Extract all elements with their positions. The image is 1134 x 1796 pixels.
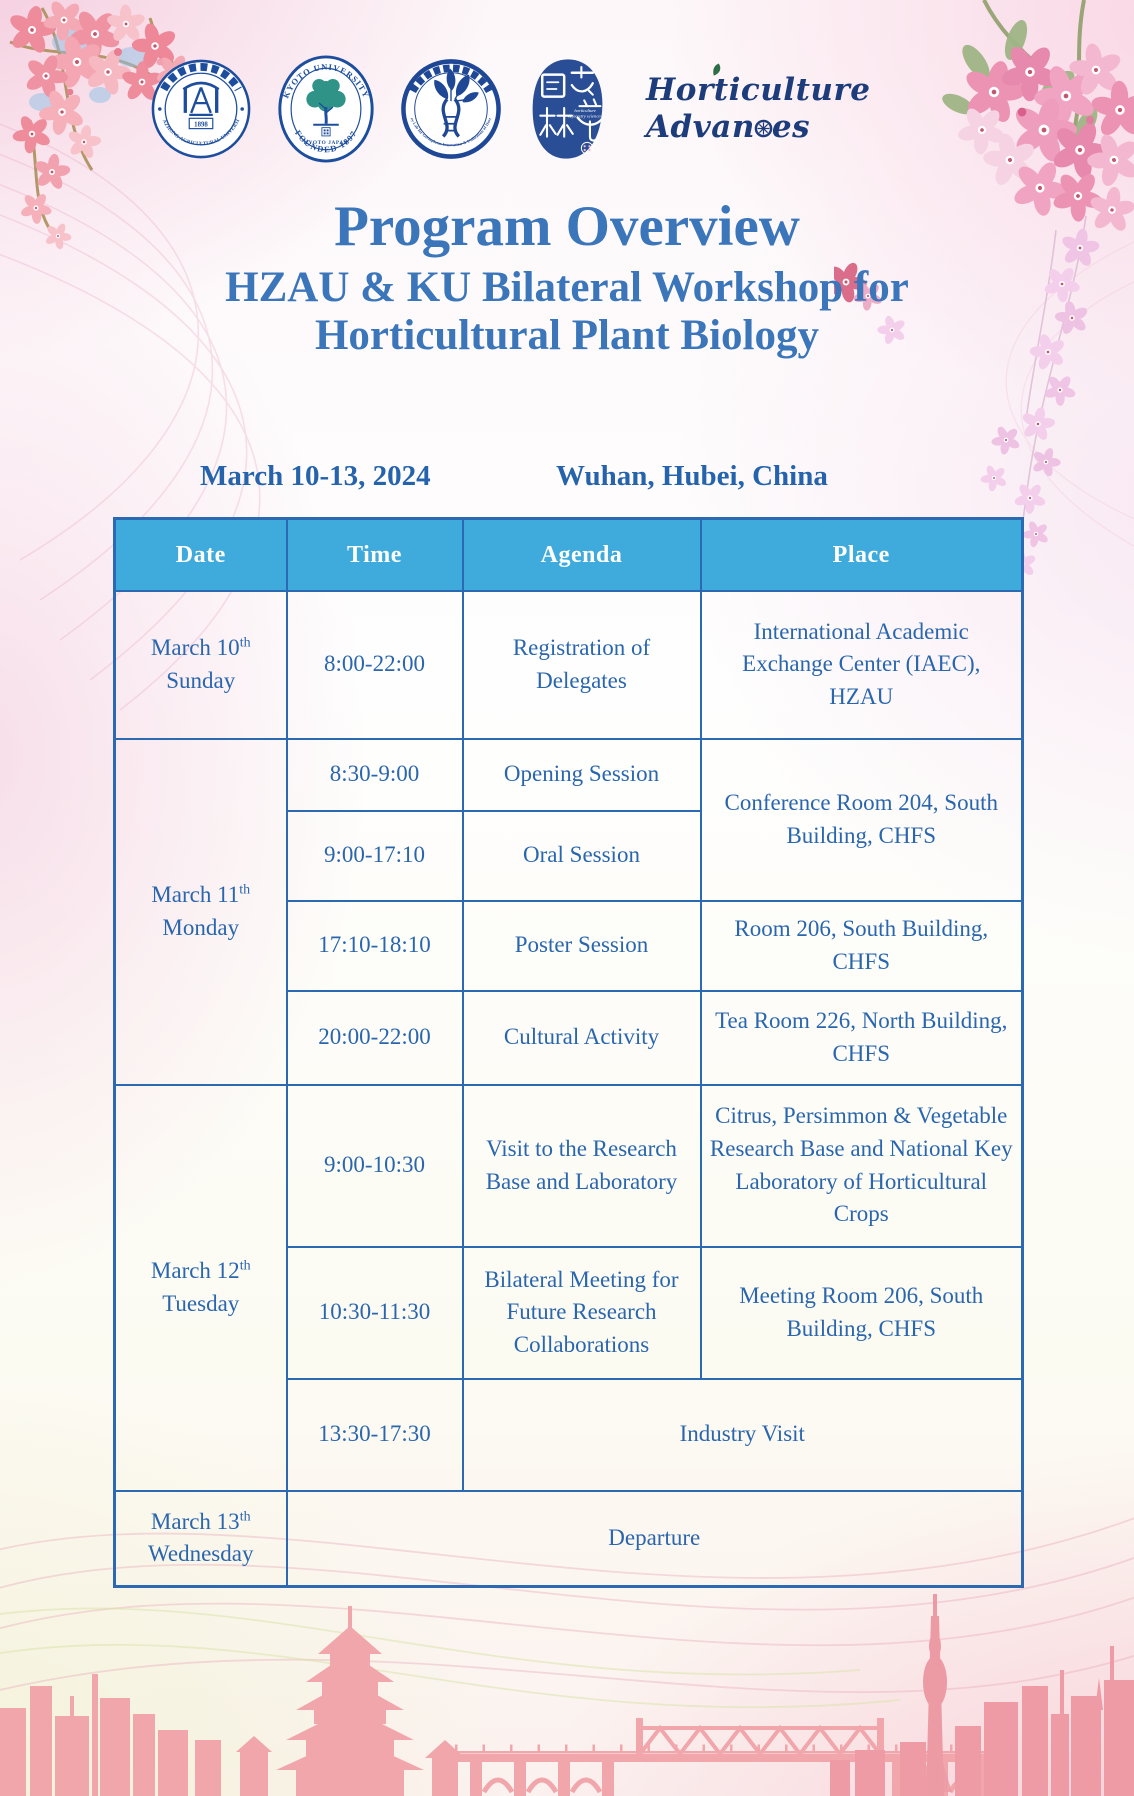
date-cell-march12: March 12th Tuesday <box>113 1083 288 1492</box>
cherry-blossom-top-right-icon <box>834 0 1134 580</box>
date-cell-march13: March 13th Wednesday <box>113 1489 288 1588</box>
citrus-icon <box>754 119 773 138</box>
skyline-left-buildings <box>0 1674 272 1796</box>
schedule-row: 9:00-17:10 Oral Session <box>115 809 1023 902</box>
time-cell: 10:30-11:30 <box>285 1245 464 1380</box>
place-cell: Citrus, Persimmon & Vegetable Research B… <box>699 1083 1024 1248</box>
date-cell-march11: March 11th Monday <box>113 737 288 1086</box>
event-location: Wuhan, Hubei, China <box>556 460 828 492</box>
time-cell: 9:00-17:10 <box>285 809 464 902</box>
wordmark-line2b-text: es <box>771 109 811 145</box>
agenda-cell: Registration of Delegates <box>461 589 702 740</box>
header-date: Date <box>113 517 288 592</box>
header-agenda: Agenda <box>461 517 702 592</box>
date-text: March 12 <box>150 1257 240 1283</box>
wuhan-skyline-silhouette <box>0 1594 1134 1796</box>
schedule-row: March 13th Wednesday Departure <box>113 1489 1024 1588</box>
subtitle-line1: HZAU & KU Bilateral Workshop for <box>225 264 909 311</box>
skyline-right-buildings <box>830 1646 1134 1796</box>
date-superscript: th <box>239 635 251 651</box>
weekday-text: Wednesday <box>148 1541 254 1567</box>
place-cell: Conference Room 204, South Building, CHF… <box>699 737 1024 902</box>
weekday-text: Tuesday <box>162 1290 240 1316</box>
journal-caption-line1: horticulture <box>574 108 596 113</box>
time-cell: 20:00-22:00 <box>285 989 464 1086</box>
time-cell: 8:00-22:00 <box>285 589 464 740</box>
schedule-header-row: Date Time Agenda Place <box>113 517 1024 592</box>
date-superscript: th <box>239 882 251 898</box>
schedule-row: 20:00-22:00 Cultural Activity Tea Room 2… <box>115 989 1024 1086</box>
time-cell: 8:30-9:00 <box>285 737 464 812</box>
leaf-icon <box>713 63 721 76</box>
page-subtitle: HZAU & KU Bilateral Workshop for Horticu… <box>0 264 1134 360</box>
date-text: March 13 <box>150 1508 240 1534</box>
subtitle-line2: Horticultural Plant Biology <box>314 312 820 359</box>
agenda-cell: Opening Session <box>461 737 702 812</box>
page-title: Program Overview <box>334 195 800 258</box>
schedule-table: Date Time Agenda Place March 10th Sunday… <box>113 517 1024 1588</box>
logo-row: HUAZHONG AGRICULTURAL UNIVERSITY 1898 <box>150 54 871 164</box>
schedule-row: 13:30-17:30 Industry Visit <box>115 1377 1024 1492</box>
place-cell: International Academic Exchange Center (… <box>699 589 1024 740</box>
time-cell: 9:00-10:30 <box>285 1083 464 1248</box>
place-cell: Meeting Room 206, South Building, CHFS <box>699 1245 1024 1380</box>
hzau-university-seal-icon: HUAZHONG AGRICULTURAL UNIVERSITY 1898 <box>150 58 251 159</box>
national-key-lab-seal-icon: Natl Key Lab for Germplasm Innovation & … <box>400 58 501 159</box>
schedule-row: March 11th Monday 8:30-9:00 Opening Sess… <box>113 737 1024 1086</box>
agenda-cell: Oral Session <box>461 809 702 902</box>
schedule-row: March 12th Tuesday 9:00-10:30 Visit to t… <box>113 1083 1024 1492</box>
cherry-blossom-top-left-icon <box>2 0 214 254</box>
weekday-text: Sunday <box>166 667 236 693</box>
kyoto-university-seal-icon: KYOTO UNIVERSITY FOUNDED 1897 <box>278 55 374 163</box>
wordmark-line1-text: Horticulture <box>646 72 871 108</box>
schedule-row: 17:10-18:10 Poster Session Room 206, Sou… <box>115 899 1024 992</box>
date-superscript: th <box>239 1258 251 1274</box>
date-text: March 10 <box>150 634 240 660</box>
date-text: March 11 <box>151 881 240 907</box>
journal-calligraphy-strokes <box>539 65 605 142</box>
journal-calligraphy-seal-icon: horticulture &forestry sciences <box>532 59 605 159</box>
agenda-cell: Poster Session <box>461 899 702 992</box>
place-cell: Room 206, South Building, CHFS <box>699 899 1024 992</box>
event-dates: March 10-13, 2024 <box>200 460 431 492</box>
agenda-cell: Visit to the Research Base and Laborator… <box>461 1083 702 1248</box>
time-cell: 17:10-18:10 <box>285 899 464 992</box>
agenda-cell-departure: Departure <box>285 1489 1024 1588</box>
hzau-year-text: 1898 <box>194 122 208 129</box>
date-cell-march10: March 10th Sunday <box>113 589 288 740</box>
agenda-cell: Cultural Activity <box>461 989 702 1086</box>
schedule-row: 10:30-11:30 Bilateral Meeting for Future… <box>115 1245 1024 1380</box>
wordmark-line2a-text: Advan <box>646 109 755 145</box>
yellow-crane-tower <box>276 1606 465 1796</box>
tv-tower <box>918 1594 952 1796</box>
schedule-row: March 10th Sunday 8:00-22:00 Registratio… <box>113 589 1024 740</box>
agenda-cell: Bilateral Meeting for Future Research Co… <box>461 1245 702 1380</box>
lab-chinese-ring-text <box>409 64 493 94</box>
journal-caption-line2: &forestry sciences <box>568 114 602 119</box>
header-place: Place <box>699 517 1024 592</box>
time-cell: 13:30-17:30 <box>285 1377 464 1492</box>
kyoto-center-caption-text: KYOTO JAPAN <box>304 140 348 146</box>
journal-wordmark: Horticulture Advan es <box>646 63 871 146</box>
date-superscript: th <box>239 1508 251 1524</box>
place-cell: Tea Room 226, North Building, CHFS <box>699 989 1024 1086</box>
header-time: Time <box>285 517 464 592</box>
weekday-text: Monday <box>162 914 240 940</box>
agenda-cell-industry-visit: Industry Visit <box>461 1377 1024 1492</box>
hzau-chinese-ring-text <box>160 63 242 92</box>
